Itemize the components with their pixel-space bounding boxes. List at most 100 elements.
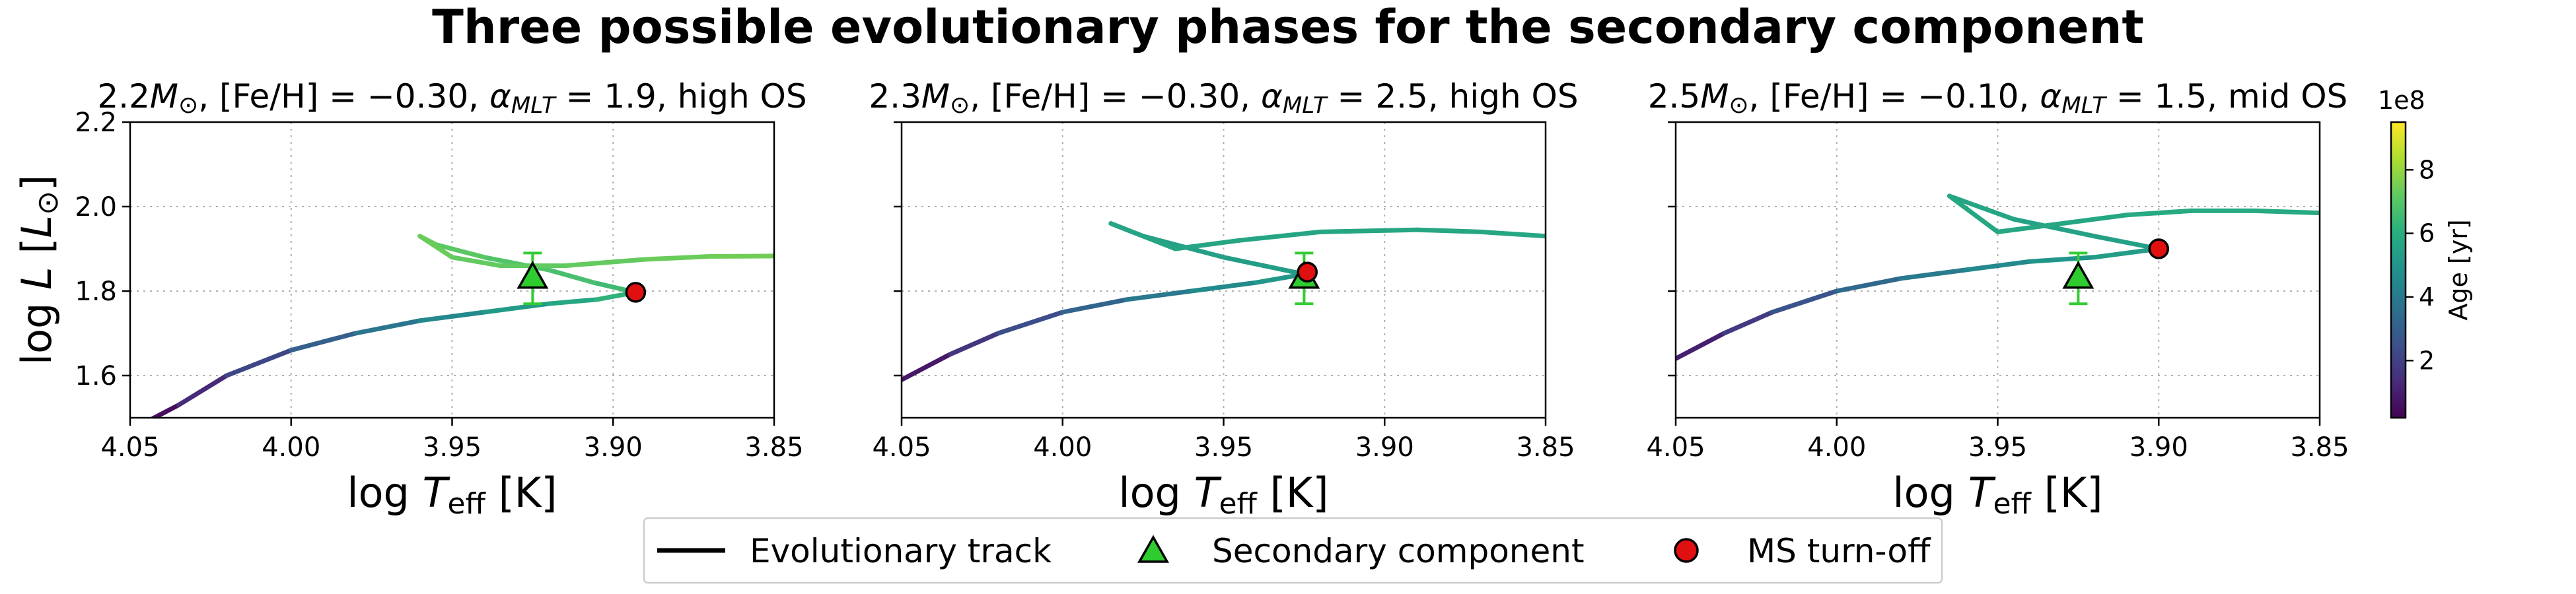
panel-3: 4.05 4.00 3.95 3.90 3.85 log Teff [K] 2.5M⊙, [… [1646, 77, 2349, 521]
track-segment [1237, 229, 1323, 243]
panel-title: 2.2M⊙, [Fe/H] = −0.30, αMLT = 1.9, high … [97, 77, 806, 119]
panel-title: 2.5M⊙, [Fe/H] = −0.10, αMLT = 1.5, mid O… [1648, 77, 2348, 119]
colorbar-frame [2390, 121, 2407, 419]
colorbar: 1e8 2 4 6 8 Age [yr] [2378, 86, 2473, 419]
track-segment [995, 310, 1065, 336]
track-segment [289, 331, 358, 353]
track-segment [902, 352, 952, 382]
evolutionary-track [902, 221, 1546, 382]
ms-turnoff-marker [2148, 238, 2169, 259]
panel-1: 4.05 4.00 3.95 3.90 3.85 1.6 1.8 2.0 2.2 log Teff… [13, 77, 807, 521]
track-segment [2011, 216, 2097, 239]
track-segment [1108, 221, 1178, 251]
legend-frame [643, 517, 1943, 584]
y-axis-label: log L [L⊙] [13, 175, 65, 365]
x-tick-label: 4.05 [100, 432, 159, 463]
track-segment [643, 254, 712, 262]
legend-track-label: Evolutionary track [750, 532, 1052, 570]
legend-secondary-label: Secondary component [1212, 532, 1585, 570]
colorbar-tick-label: 2 [2419, 346, 2435, 375]
evolutionary-track [149, 234, 774, 418]
track-segment [1898, 267, 1968, 281]
track-segment [433, 242, 487, 260]
track-segment [546, 267, 596, 285]
track-segment [546, 297, 600, 306]
ms-turnoff-marker [1297, 261, 1318, 282]
track-segment [2092, 246, 2161, 260]
colorbar-tick-label: 8 [2419, 155, 2435, 184]
legend: Evolutionary track Secondary component M… [643, 517, 1943, 584]
track-segment [707, 253, 774, 259]
track-segment [1676, 331, 1727, 361]
x-tick-label: 3.90 [1355, 432, 1414, 463]
track-segment [482, 301, 552, 315]
track-segment [1995, 221, 2065, 234]
track-segment [2059, 213, 2129, 226]
x-tick-label: 3.95 [423, 432, 482, 463]
colorbar-gradient [2391, 122, 2406, 418]
track-segment [1721, 310, 1775, 336]
x-tick-label: 3.95 [1968, 432, 2027, 463]
track-segment [562, 257, 648, 269]
x-axis-label: log Teff [K] [1118, 469, 1328, 521]
track-segment [224, 348, 294, 378]
y-tick-label: 1.8 [75, 277, 117, 307]
track-segment [1414, 227, 1484, 234]
track-segment [417, 310, 487, 323]
track-segment [1770, 288, 1840, 315]
x-tick-label: 3.85 [2290, 432, 2349, 463]
x-axis-label: log Teff [K] [347, 469, 557, 521]
track-segment [1947, 193, 2017, 222]
track-segment [1834, 276, 1904, 294]
x-tick-label: 3.90 [2129, 432, 2188, 463]
evolutionary-track [1676, 193, 2320, 361]
track-segment [1189, 280, 1258, 294]
track-segment [176, 373, 229, 408]
y-tick-label: 2.0 [75, 192, 117, 222]
x-tick-label: 4.00 [1033, 432, 1092, 463]
colorbar-ticks: 2 4 6 8 [2406, 155, 2435, 375]
track-segment [2253, 208, 2320, 216]
track-segment [1479, 229, 1546, 239]
track-segment [417, 234, 454, 260]
track-segment [1172, 238, 1242, 251]
colorbar-tick-label: 6 [2419, 219, 2435, 248]
x-tick-label: 4.00 [262, 432, 320, 463]
secondary-marker [517, 261, 549, 289]
panel-title: 2.3M⊙, [Fe/H] = −0.30, αMLT = 2.5, high … [869, 77, 1578, 119]
x-axis-label: log Teff [K] [1892, 469, 2102, 521]
figure-title: Three possible evolutionary phases for t… [432, 0, 2144, 54]
track-segment [2092, 234, 2161, 251]
track-segment [1221, 255, 1306, 277]
track-segment [2124, 208, 2194, 218]
legend-secondary-marker [1137, 535, 1170, 563]
secondary-marker [2062, 261, 2094, 289]
legend-turnoff-label: MS turn-off [1747, 532, 1931, 570]
panels: 4.05 4.00 3.95 3.90 3.85 1.6 1.8 2.0 2.2 log Teff… [13, 77, 2349, 521]
track-segment [450, 255, 503, 269]
track-segment [1124, 288, 1194, 302]
track-segment [1318, 227, 1419, 234]
x-tick-label: 4.05 [1646, 432, 1705, 463]
y-tick-label: 2.2 [75, 108, 117, 138]
track-segment [1947, 193, 2000, 234]
track-segment [947, 331, 1001, 357]
track-segment [149, 403, 181, 418]
x-tick-label: 3.85 [744, 432, 803, 463]
colorbar-label: Age [yr] [2444, 219, 2473, 320]
x-tick-label: 3.90 [584, 432, 643, 463]
x-tick-label: 3.95 [1194, 432, 1253, 463]
track-segment [1963, 259, 2032, 273]
x-tick-label: 3.85 [1516, 432, 1575, 463]
x-tick-label: 4.05 [872, 432, 931, 463]
x-tick-label: 4.00 [1807, 432, 1866, 463]
colorbar-tick-label: 4 [2419, 282, 2435, 312]
ms-turnoff-marker [625, 282, 647, 303]
colorbar-exponent: 1e8 [2378, 86, 2425, 115]
y-tick-label: 1.6 [75, 361, 117, 391]
panel-2: 4.05 4.00 3.95 3.90 3.85 log Teff [K] 2.3M⊙, [… [869, 77, 1578, 521]
track-segment [353, 318, 423, 336]
track-segment [2027, 255, 2097, 264]
legend-turnoff-marker [1674, 538, 1699, 563]
